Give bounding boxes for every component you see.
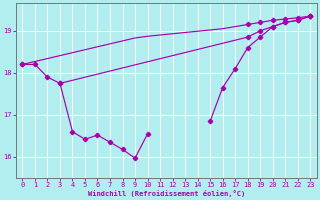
- X-axis label: Windchill (Refroidissement éolien,°C): Windchill (Refroidissement éolien,°C): [88, 190, 245, 197]
